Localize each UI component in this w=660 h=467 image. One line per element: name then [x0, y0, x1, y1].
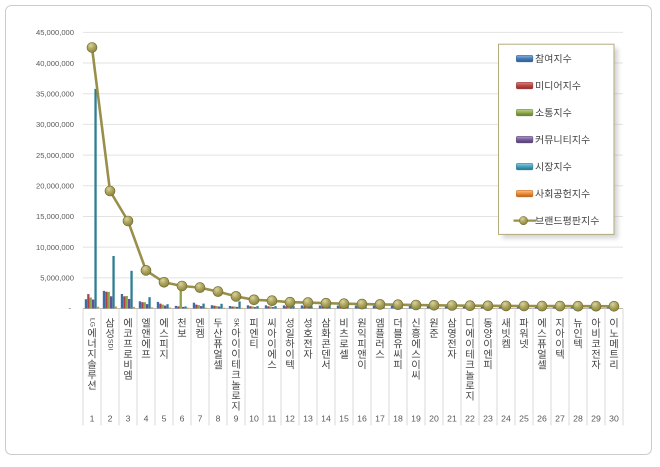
- svg-text:30,000,000: 30,000,000: [36, 120, 74, 129]
- svg-text:14: 14: [321, 414, 331, 424]
- svg-text:11: 11: [267, 414, 276, 424]
- svg-text:5: 5: [162, 414, 167, 424]
- svg-text:45,000,000: 45,000,000: [36, 28, 74, 37]
- svg-text:17: 17: [375, 414, 385, 424]
- svg-text:LG: LG: [89, 318, 96, 327]
- svg-text:25,000,000: 25,000,000: [36, 151, 74, 160]
- svg-text:28: 28: [573, 414, 583, 424]
- svg-text:3: 3: [126, 414, 131, 424]
- svg-text:15: 15: [339, 414, 349, 424]
- svg-text:20,000,000: 20,000,000: [36, 181, 74, 190]
- svg-text:2: 2: [108, 414, 113, 424]
- svg-text:15,000,000: 15,000,000: [36, 212, 74, 221]
- svg-text:10: 10: [249, 414, 259, 424]
- svg-text:23: 23: [483, 414, 493, 424]
- svg-text:18: 18: [393, 414, 403, 424]
- svg-text:SDI: SDI: [107, 339, 114, 350]
- svg-text:19: 19: [411, 414, 421, 424]
- svg-text:27: 27: [555, 414, 565, 424]
- svg-text:7: 7: [198, 414, 203, 424]
- svg-text:24: 24: [501, 414, 511, 424]
- svg-text:25: 25: [519, 414, 529, 424]
- svg-text:20: 20: [429, 414, 439, 424]
- svg-text:4: 4: [144, 414, 149, 424]
- svg-text:26: 26: [537, 414, 547, 424]
- svg-text:29: 29: [591, 414, 601, 424]
- svg-text:SK: SK: [233, 318, 240, 328]
- svg-text:10,000,000: 10,000,000: [36, 243, 74, 252]
- svg-text:9: 9: [234, 414, 239, 424]
- svg-text:6: 6: [180, 414, 185, 424]
- svg-text:30: 30: [609, 414, 619, 424]
- svg-text:40,000,000: 40,000,000: [36, 59, 74, 68]
- svg-text:21: 21: [447, 414, 457, 424]
- svg-text:12: 12: [285, 414, 295, 424]
- svg-text:8: 8: [216, 414, 221, 424]
- svg-text:5,000,000: 5,000,000: [40, 274, 74, 283]
- svg-text:22: 22: [465, 414, 475, 424]
- svg-text:1: 1: [90, 414, 95, 424]
- svg-text:13: 13: [303, 414, 313, 424]
- svg-text:35,000,000: 35,000,000: [36, 89, 74, 98]
- svg-text:16: 16: [357, 414, 367, 424]
